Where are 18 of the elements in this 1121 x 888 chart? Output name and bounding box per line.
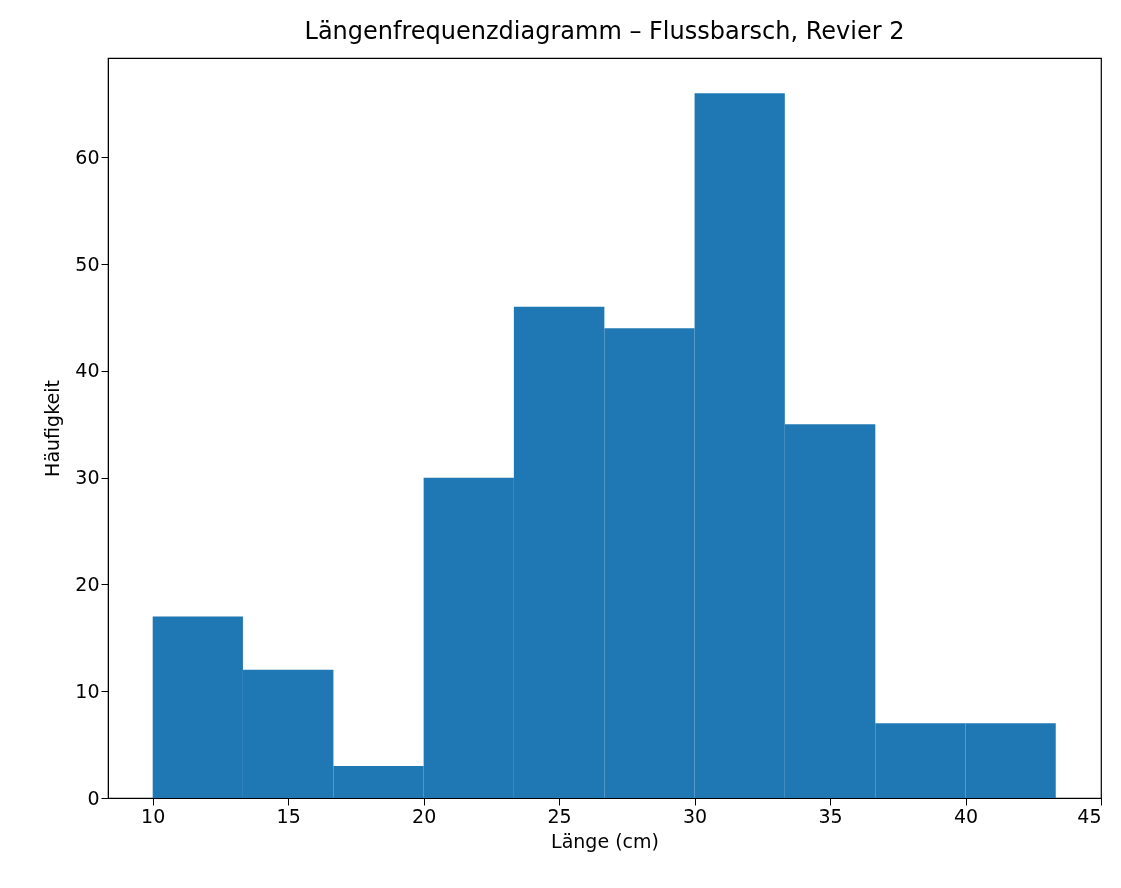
y-tick-label: 60 bbox=[75, 145, 100, 168]
y-tick-label: 20 bbox=[75, 572, 100, 595]
x-tick-label: 35 bbox=[818, 804, 843, 827]
y-tick-label: 50 bbox=[75, 252, 100, 275]
x-tick-label: 15 bbox=[276, 804, 301, 827]
y-tick-label: 0 bbox=[87, 786, 100, 809]
y-tick-label: 10 bbox=[75, 679, 100, 702]
x-tick-label: 10 bbox=[141, 804, 166, 827]
x-tick-label: 30 bbox=[682, 804, 708, 827]
x-axis-title: Länge (cm) bbox=[551, 829, 659, 852]
x-tick-label: 25 bbox=[547, 804, 572, 827]
chart-title: Längenfrequenzdiagramm – Flussbarsch, Revier 2 bbox=[304, 17, 905, 45]
y-tick-label: 40 bbox=[75, 359, 100, 382]
x-tick-label: 40 bbox=[953, 804, 979, 827]
x-tick-label: 45 bbox=[1077, 804, 1102, 827]
y-tick-label: 30 bbox=[75, 466, 100, 489]
y-axis-title: Häufigkeit bbox=[41, 380, 64, 477]
x-tick-label: 20 bbox=[412, 804, 437, 827]
